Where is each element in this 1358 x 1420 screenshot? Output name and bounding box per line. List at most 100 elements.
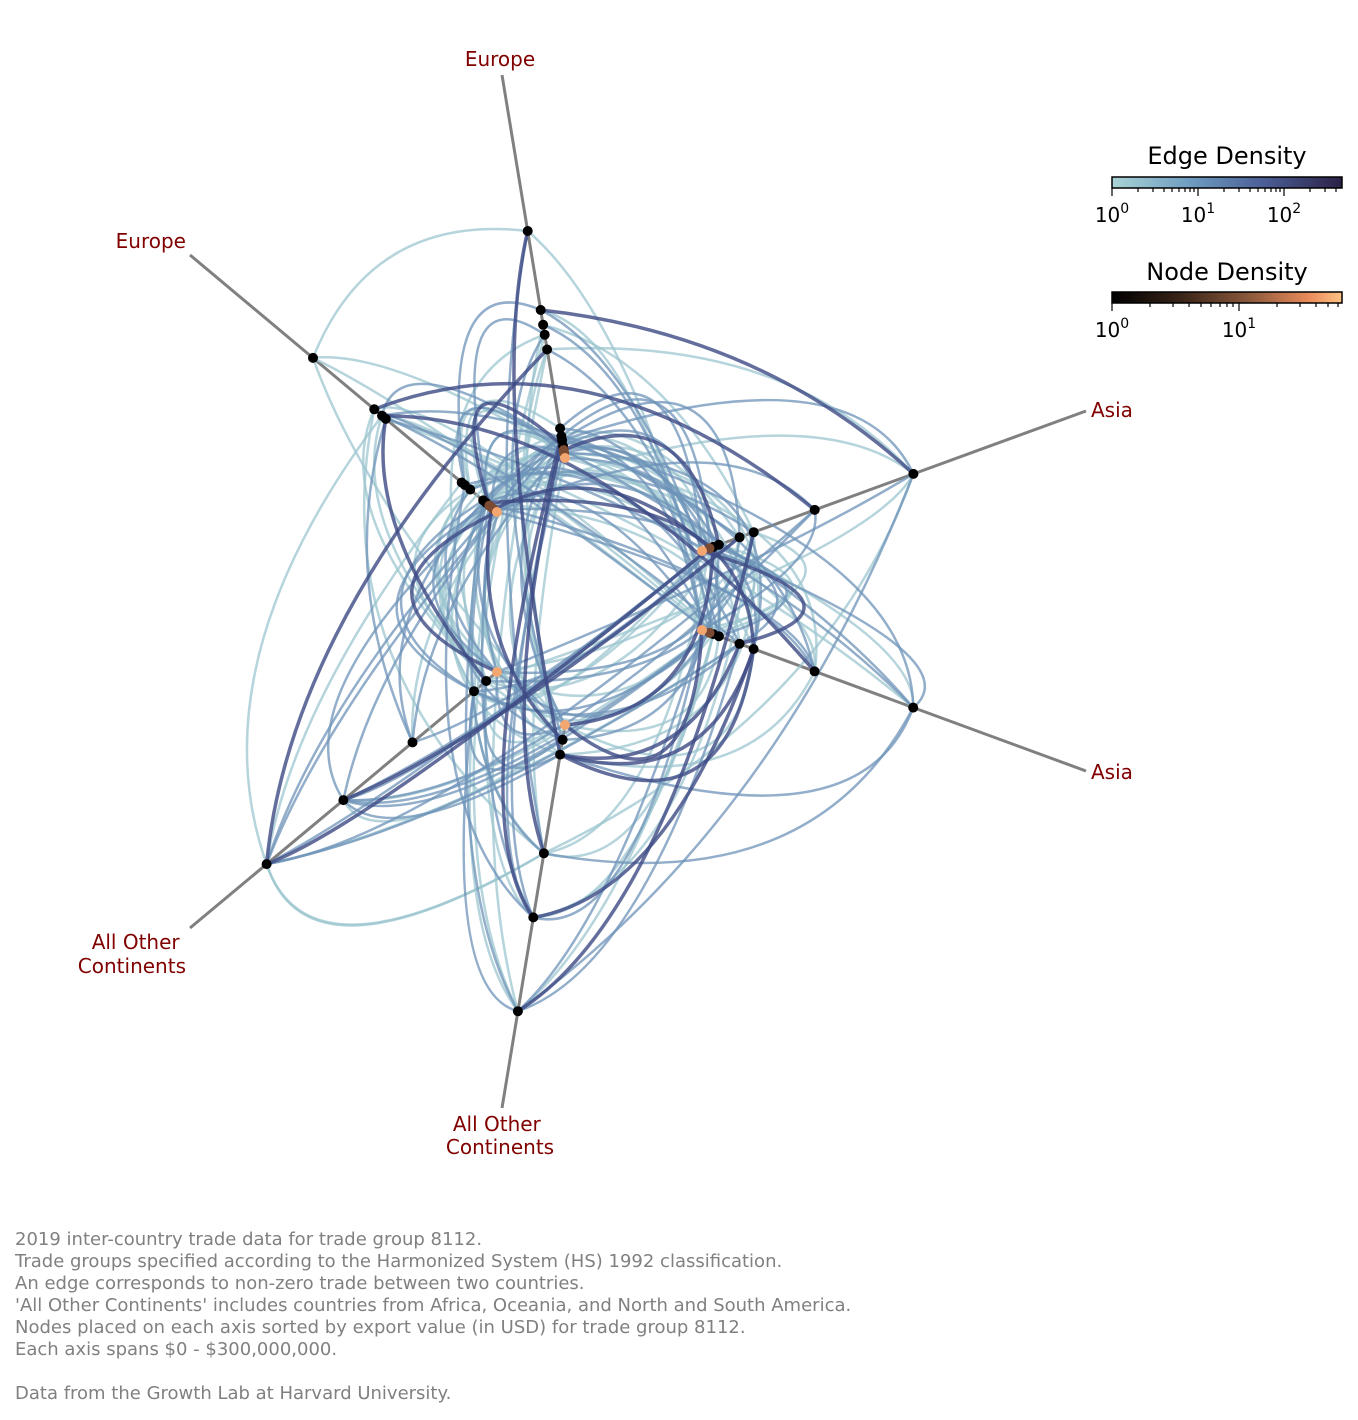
node: [535, 305, 546, 315]
node: [338, 795, 349, 806]
node: [908, 468, 919, 479]
edge: [562, 448, 915, 709]
edge: [531, 647, 756, 920]
edge: [563, 628, 704, 761]
edge: [410, 510, 499, 674]
node: [908, 702, 919, 713]
node: [377, 410, 387, 421]
node: [704, 627, 715, 638]
edge: [264, 347, 549, 866]
edge: [558, 642, 742, 760]
node: [542, 344, 553, 355]
edge: [342, 438, 564, 802]
node: [261, 859, 272, 870]
edge: [481, 466, 715, 636]
node-colorbar-ticks: [1111, 303, 1339, 311]
node: [528, 912, 539, 923]
node: [492, 507, 502, 517]
edge: [372, 381, 817, 512]
caption-line: Nodes placed on each axis sorted by expo…: [15, 1317, 746, 1338]
node: [560, 453, 570, 463]
node: [522, 226, 533, 236]
axis-labels: Europe Europe Asia Asia All Other Contin…: [78, 47, 1133, 1159]
node: [734, 638, 745, 649]
edge: [381, 417, 488, 683]
node: [469, 686, 479, 697]
edge: [538, 308, 916, 476]
node: [734, 532, 745, 543]
axis-europe-2: [189, 253, 498, 514]
node-density-colorbar: Node Density 100 101: [1095, 258, 1343, 342]
node: [748, 644, 759, 654]
edge: [563, 456, 741, 646]
edge: [464, 499, 520, 1013]
node: [697, 625, 707, 635]
caption-line: 'All Other Continents' includes countrie…: [15, 1295, 852, 1316]
node: [538, 848, 549, 859]
edge: [411, 448, 565, 744]
edge: [363, 408, 546, 855]
node: [748, 527, 759, 538]
edge: [563, 545, 716, 727]
node: [809, 504, 820, 515]
caption-line: An edge corresponds to non-zero trade be…: [15, 1273, 585, 1294]
edge-colorbar-tick-1: 100: [1095, 201, 1129, 227]
edge: [265, 481, 463, 866]
node: [539, 329, 550, 340]
edge: [542, 632, 715, 858]
edge: [560, 400, 741, 539]
node: [481, 676, 492, 686]
edge: [380, 413, 817, 674]
node: [555, 749, 566, 760]
node: [697, 546, 707, 556]
edge-colorbar-gradient: [1111, 176, 1343, 189]
node-colorbar-tick-1: 100: [1095, 316, 1129, 342]
edge-density-colorbar: Edge Density 100 101: [1095, 142, 1343, 227]
node-colorbar-tick-10: 101: [1222, 316, 1256, 342]
axis-asia-2: [701, 628, 1087, 773]
edge-colorbar-ticks: [1111, 188, 1337, 196]
edge: [558, 647, 756, 783]
edge: [516, 530, 756, 1013]
edge: [708, 547, 926, 709]
edge-colorbar-title: Edge Density: [1147, 142, 1306, 170]
edge: [516, 642, 741, 1013]
node: [538, 319, 549, 330]
edge: [380, 382, 565, 448]
node: [557, 734, 568, 745]
axis-label-asia-1: Asia: [1091, 398, 1133, 422]
caption-line: [15, 1361, 1015, 1383]
node-colorbar-title: Node Density: [1146, 258, 1308, 286]
edges-layer: [245, 227, 926, 1013]
caption-line: Data from the Growth Lab at Harvard Univ…: [15, 1383, 452, 1404]
edge: [484, 498, 756, 651]
axis-label-other-1: All Other Continents: [78, 930, 186, 978]
edge: [265, 508, 816, 866]
axis-europe-1: [500, 74, 567, 459]
edge: [542, 706, 915, 865]
edge: [501, 434, 564, 920]
edge: [470, 504, 546, 855]
edge: [700, 508, 817, 632]
caption-line: Each axis spans $0 - $300,000,000.: [15, 1339, 338, 1360]
edge: [700, 549, 806, 646]
edge: [264, 546, 712, 866]
edge: [311, 227, 529, 360]
edge-colorbar-tick-100: 102: [1267, 201, 1301, 227]
axis-label-other-2: All Other Continents: [446, 1112, 554, 1159]
node: [555, 423, 566, 434]
edge: [472, 401, 565, 508]
caption-line: 2019 inter-country trade data for trade …: [15, 1229, 483, 1250]
node: [704, 543, 715, 554]
edge: [495, 530, 755, 674]
edge: [532, 628, 704, 921]
node: [308, 352, 318, 363]
node: [369, 404, 380, 415]
node: [456, 477, 467, 488]
node: [560, 720, 570, 730]
edge: [545, 346, 915, 476]
edge: [522, 438, 564, 856]
node: [407, 737, 418, 748]
edge: [541, 323, 755, 534]
